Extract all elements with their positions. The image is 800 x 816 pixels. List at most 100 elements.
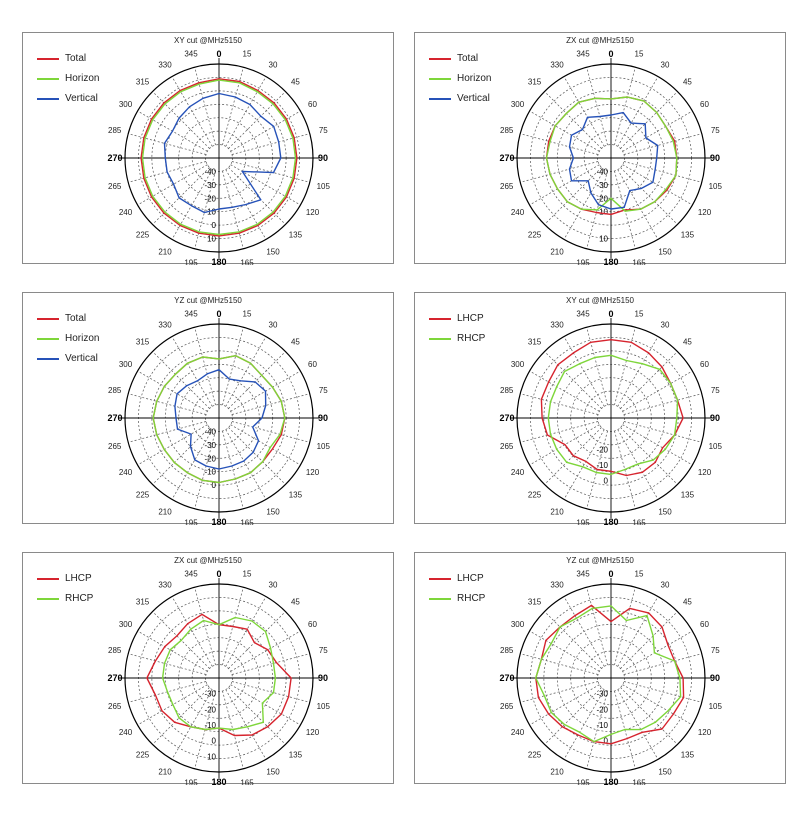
data-point <box>279 433 281 435</box>
data-point <box>610 743 612 745</box>
angle-tick-label: 30 <box>661 61 670 70</box>
legend-swatch <box>37 318 59 320</box>
grid-spoke <box>623 393 702 415</box>
angle-tick-label: 75 <box>319 646 328 655</box>
grid-spoke <box>231 653 310 675</box>
data-point <box>610 339 612 341</box>
data-point <box>280 434 282 436</box>
data-point <box>596 209 598 211</box>
radial-tick-label: 10 <box>207 752 216 761</box>
data-point <box>218 481 220 484</box>
data-point <box>672 140 674 142</box>
grid-spoke <box>194 327 216 406</box>
data-point <box>661 626 663 628</box>
angle-tick-label: 15 <box>243 570 252 579</box>
grid-spoke <box>617 169 659 240</box>
data-point <box>141 157 144 159</box>
data-point <box>547 417 549 419</box>
grid-spoke <box>563 429 605 500</box>
radial-tick-label: -30 <box>596 181 608 190</box>
legend-label: Vertical <box>457 93 490 104</box>
data-point <box>556 386 558 388</box>
grid-spoke <box>544 351 602 409</box>
data-point <box>682 417 684 419</box>
data-point <box>293 137 295 139</box>
grid-spoke <box>520 421 599 443</box>
angle-tick-label: 75 <box>711 126 720 135</box>
data-point <box>171 130 174 132</box>
grid-spoke <box>520 653 599 675</box>
angle-tick-label: 120 <box>698 208 712 217</box>
angle-tick-label: 60 <box>700 620 709 629</box>
data-point <box>261 374 263 376</box>
outer-circle <box>516 583 706 773</box>
polar-chart-svg: 0 15 30 45 60 75 90 105 120 135 150 165 180 195 210 225… <box>107 49 331 265</box>
data-point <box>645 137 647 139</box>
data-point <box>202 356 204 358</box>
data-point <box>251 620 253 622</box>
grid-spoke <box>152 351 210 409</box>
grid-spoke <box>128 421 207 443</box>
angle-tick-label: 300 <box>119 100 133 109</box>
data-point <box>176 635 178 637</box>
angle-tick-label: 135 <box>289 490 303 499</box>
legend-label: Total <box>65 313 87 324</box>
angle-tick-label: 0 <box>216 569 221 579</box>
data-point <box>548 381 550 383</box>
angle-tick-label: 225 <box>528 230 542 239</box>
polar-chart-panel: 0 15 30 45 60 75 90 105 120 135 150 165 180 195 210 225… <box>22 552 394 785</box>
data-point <box>269 446 271 449</box>
data-point <box>172 704 174 706</box>
angle-tick-label: 75 <box>711 646 720 655</box>
data-point <box>218 358 220 360</box>
data-point <box>652 181 654 183</box>
angle-tick-label: 285 <box>500 386 514 395</box>
angle-tick-label: 15 <box>635 50 644 59</box>
data-point <box>250 362 252 364</box>
data-point <box>672 713 674 715</box>
grid-spoke <box>225 429 267 500</box>
data-point <box>166 171 168 173</box>
angle-tick-label: 165 <box>632 518 646 525</box>
data-point <box>674 434 676 436</box>
angle-tick-label: 90 <box>710 153 720 163</box>
data-point <box>610 197 612 199</box>
grid-spoke <box>529 164 600 206</box>
data-point <box>556 188 559 190</box>
angle-tick-label: 105 <box>317 182 331 191</box>
angle-tick-label: 135 <box>681 490 695 499</box>
angle-tick-label: 225 <box>528 490 542 499</box>
data-point <box>198 232 200 234</box>
grid-spoke <box>623 653 702 675</box>
angle-tick-label: 150 <box>658 508 672 517</box>
angle-tick-label: 330 <box>158 581 172 590</box>
angle-tick-label: 45 <box>683 598 692 607</box>
data-point <box>284 195 286 197</box>
data-point <box>540 658 542 660</box>
radial-tick-label: 0 <box>212 481 217 490</box>
radial-tick-label: -40 <box>204 427 216 436</box>
grid-spoke <box>230 424 301 466</box>
angle-tick-label: 270 <box>107 673 122 683</box>
angle-tick-label: 180 <box>211 257 226 265</box>
angle-tick-label: 270 <box>499 673 514 683</box>
data-point <box>179 224 181 227</box>
angle-tick-label: 265 <box>108 442 122 451</box>
angle-tick-label: 75 <box>319 126 328 135</box>
data-point <box>175 417 177 419</box>
radial-tick-label: -20 <box>204 454 216 463</box>
radial-tick-label: -20 <box>596 705 608 714</box>
data-point <box>201 613 203 615</box>
angle-tick-label: 225 <box>136 490 150 499</box>
angle-tick-label: 330 <box>158 321 172 330</box>
data-point <box>550 711 552 714</box>
data-point <box>264 390 267 392</box>
grid-spoke <box>617 596 659 667</box>
data-point <box>581 128 584 131</box>
polar-chart-panel: 0 15 30 45 60 75 90 105 120 135 150 165 180 195 210 225… <box>414 552 786 785</box>
grid-spoke <box>614 327 636 406</box>
data-point <box>557 364 559 366</box>
data-point <box>610 213 612 215</box>
legend-swatch <box>429 598 451 600</box>
grid-spoke <box>563 689 605 760</box>
